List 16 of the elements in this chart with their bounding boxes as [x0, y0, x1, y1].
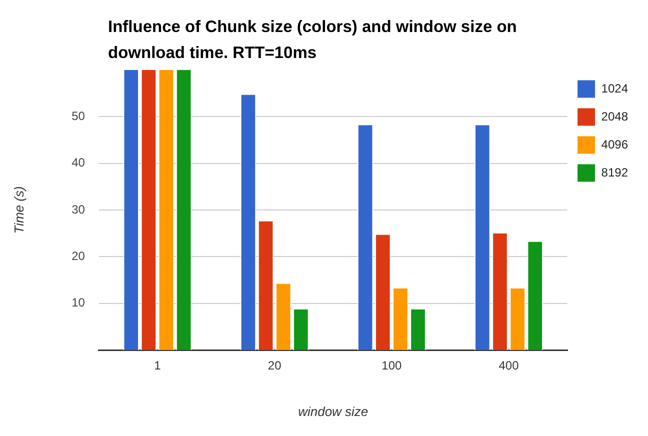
y-tick-label: 20	[72, 248, 86, 263]
legend-label: 4096	[601, 137, 628, 152]
x-tick-label: 1	[154, 358, 162, 373]
y-axis-title: Time (s)	[11, 186, 26, 234]
y-tick-label: 40	[72, 156, 86, 170]
y-tick-label: 30	[72, 202, 86, 216]
x-axis-title: window size	[298, 404, 368, 419]
y-tick-label: 50	[72, 108, 86, 123]
chart-title: Influence of Chunk size (colors) and window size on download time. RTT=10ms	[108, 17, 518, 64]
x-tick-label: 100	[382, 358, 402, 373]
x-tick-label: 20	[268, 358, 282, 373]
y-tick-label: 10	[72, 296, 86, 310]
legend-label: 8192	[601, 165, 628, 180]
x-tick-label: 400	[498, 358, 520, 373]
legend-label: 1024	[601, 81, 628, 96]
legend-label: 2048	[601, 109, 628, 124]
